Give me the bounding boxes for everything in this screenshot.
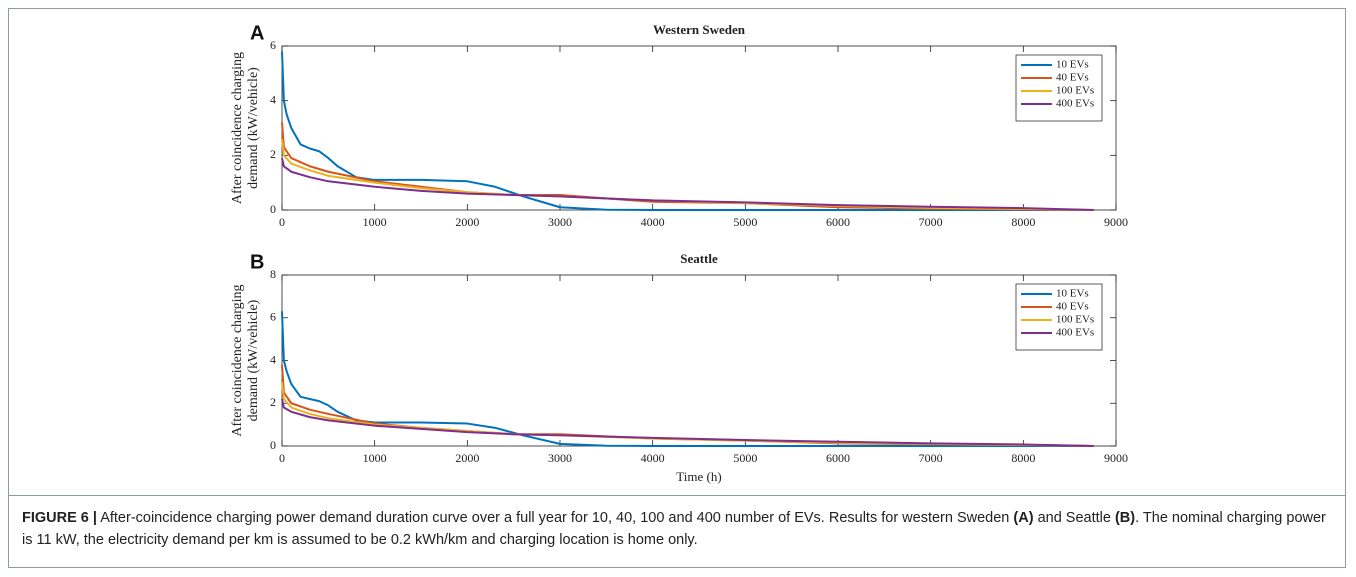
x-tick-label: 5000: [733, 215, 757, 229]
panel-label: B: [250, 251, 264, 273]
panel-label: A: [250, 22, 264, 44]
legend-label: 100 EVs: [1056, 85, 1094, 97]
figure: A Western Sweden After coincidence chargin…: [230, 22, 1128, 484]
caption-text: After-coincidence charging power demand …: [96, 510, 1014, 526]
caption-separator: [8, 495, 1346, 496]
x-tick-label: 8000: [1011, 215, 1035, 229]
caption-bold: (B): [1114, 510, 1136, 526]
x-tick-label: 7000: [919, 451, 943, 465]
legend-label: 40 EVs: [1056, 72, 1089, 84]
x-tick-label: 3000: [548, 451, 572, 465]
y-axis-label: After coincidence charging: [230, 52, 245, 204]
chart-title: Western Sweden: [653, 22, 746, 37]
plot-area: [281, 45, 1117, 211]
y-axis-label: After coincidence charging: [230, 284, 245, 436]
x-tick-label: 5000: [733, 451, 757, 465]
x-tick-label: 2000: [455, 451, 479, 465]
x-tick-label: 6000: [826, 451, 850, 465]
x-tick-label: 0: [279, 451, 285, 465]
data-line: [281, 157, 1094, 211]
y-tick-label: 0: [270, 438, 276, 452]
caption-bold: (A): [1013, 510, 1034, 526]
x-tick-label: 1000: [363, 215, 387, 229]
data-line: [281, 398, 1094, 447]
legend-box: [1015, 283, 1103, 351]
caption-text: . The nominal charging power is 11 kW, t…: [22, 510, 1330, 548]
x-tick-label: 7000: [919, 215, 943, 229]
y-tick-label: 4: [270, 352, 276, 366]
legend-label: 400 EVs: [1056, 98, 1094, 110]
y-tick-label: 2: [270, 395, 276, 409]
legend-label: 100 EVs: [1056, 314, 1094, 326]
y-tick-label: 6: [270, 38, 276, 52]
figure-frame: [8, 8, 1346, 568]
y-axis-label: demand (kW/vehicle): [246, 67, 261, 189]
x-tick-label: 9000: [1104, 215, 1128, 229]
y-tick-label: 2: [270, 147, 276, 161]
plot-area: [281, 274, 1117, 447]
y-tick-label: 0: [270, 202, 276, 216]
legend-label: 40 EVs: [1056, 301, 1089, 313]
y-axis-label: demand (kW/vehicle): [246, 299, 261, 421]
x-tick-label: 2000: [455, 215, 479, 229]
y-tick-label: 8: [270, 267, 276, 281]
caption-text: and Seattle: [1033, 510, 1115, 526]
caption-bold: FIGURE 6 |: [22, 510, 97, 526]
x-axis-label: Time (h): [676, 469, 721, 484]
x-tick-label: 3000: [548, 215, 572, 229]
x-tick-label: 4000: [641, 451, 665, 465]
x-tick-label: 1000: [363, 451, 387, 465]
y-tick-label: 4: [270, 92, 276, 106]
x-tick-label: 9000: [1104, 451, 1128, 465]
chart-title: Seattle: [680, 251, 718, 266]
x-tick-label: 0: [279, 215, 285, 229]
legend-label: 400 EVs: [1056, 327, 1094, 339]
x-tick-label: 4000: [641, 215, 665, 229]
caption: FIGURE 6 | After-coincidence charging po…: [22, 507, 1332, 551]
x-tick-label: 8000: [1011, 451, 1035, 465]
legend-label: 10 EVs: [1056, 59, 1089, 71]
y-tick-label: 6: [270, 310, 276, 324]
x-tick-label: 6000: [826, 215, 850, 229]
legend-label: 10 EVs: [1056, 288, 1089, 300]
